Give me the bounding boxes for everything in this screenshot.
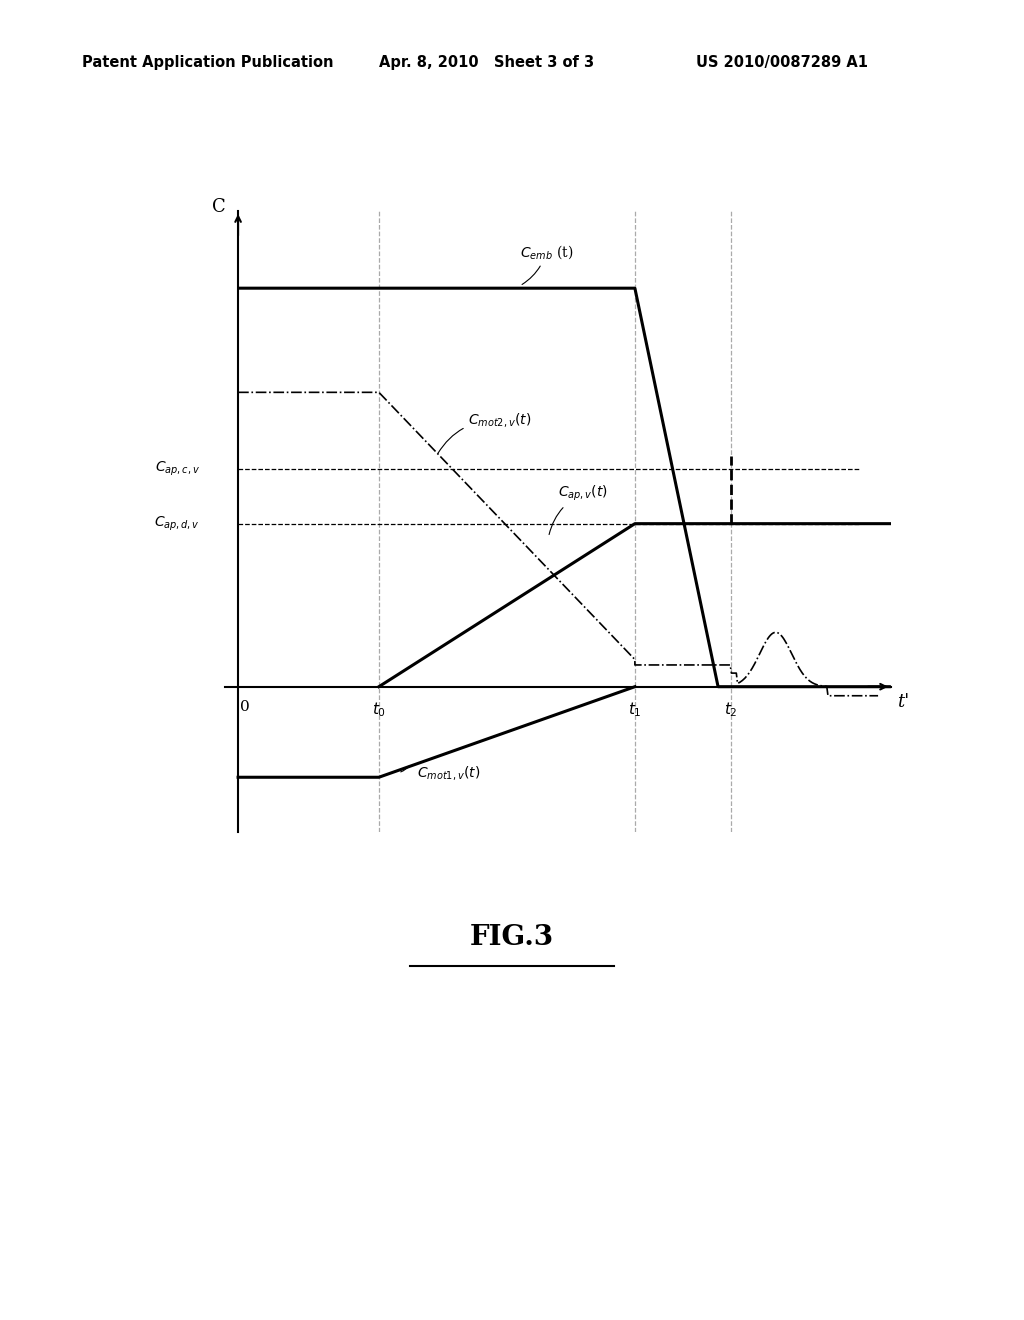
- Text: $t_1$: $t_1$: [628, 701, 642, 719]
- Text: FIG.3: FIG.3: [470, 924, 554, 950]
- Text: $C_{ap,d,v}$: $C_{ap,d,v}$: [154, 515, 200, 533]
- Text: $t_2$: $t_2$: [724, 701, 737, 719]
- Text: $t_0$: $t_0$: [372, 701, 386, 719]
- Text: C: C: [212, 198, 225, 215]
- Text: 0: 0: [240, 701, 250, 714]
- Text: $C_{mot1,v}(t)$: $C_{mot1,v}(t)$: [418, 764, 480, 781]
- Text: $C_{emb}$ (t): $C_{emb}$ (t): [520, 243, 573, 285]
- Text: t': t': [897, 693, 909, 711]
- Text: $C_{mot2,v}(t)$: $C_{mot2,v}(t)$: [438, 412, 531, 453]
- Text: Patent Application Publication: Patent Application Publication: [82, 55, 334, 70]
- Text: $C_{ap,v}(t)$: $C_{ap,v}(t)$: [549, 483, 608, 535]
- Text: US 2010/0087289 A1: US 2010/0087289 A1: [696, 55, 868, 70]
- Text: $C_{ap,c,v}$: $C_{ap,c,v}$: [155, 461, 200, 478]
- Text: Apr. 8, 2010   Sheet 3 of 3: Apr. 8, 2010 Sheet 3 of 3: [379, 55, 594, 70]
